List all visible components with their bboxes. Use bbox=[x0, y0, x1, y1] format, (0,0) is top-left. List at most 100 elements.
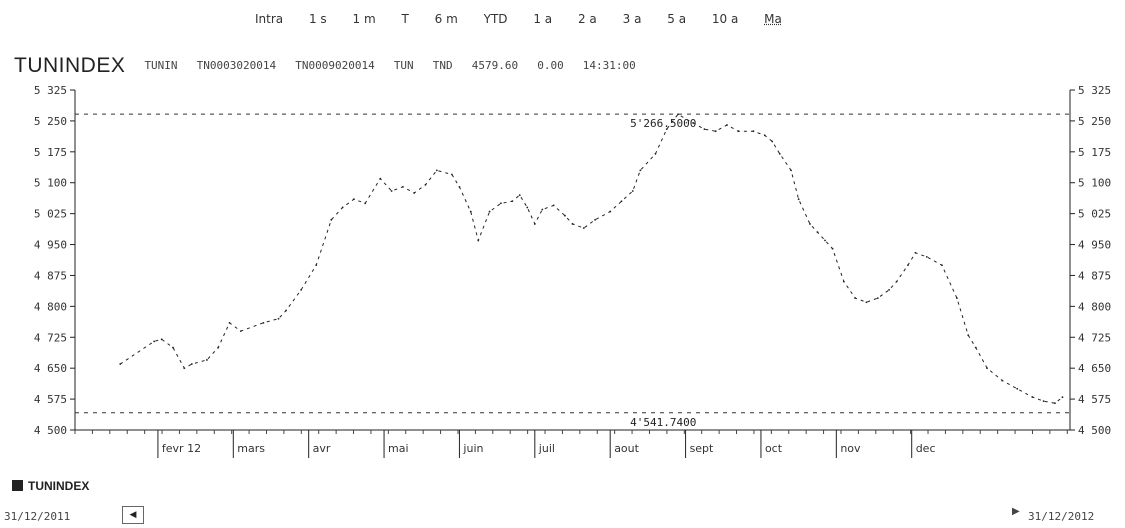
data-point bbox=[609, 210, 612, 213]
range-10a[interactable]: 10 a bbox=[711, 12, 739, 26]
month-label: fevr 12 bbox=[162, 442, 201, 455]
data-point bbox=[541, 208, 544, 211]
month-label: sept bbox=[690, 442, 714, 455]
data-point bbox=[499, 202, 502, 205]
data-point bbox=[771, 140, 774, 143]
reference-label: 5'266.5000 bbox=[630, 117, 696, 130]
y-tick-label-left: 5 100 bbox=[34, 177, 67, 190]
index-time: 14:31:00 bbox=[582, 59, 636, 72]
range-5a[interactable]: 5 a bbox=[667, 12, 687, 26]
range-1s[interactable]: 1 s bbox=[308, 12, 327, 26]
data-point bbox=[925, 256, 928, 258]
y-tick-label-right: 4 875 bbox=[1078, 269, 1111, 282]
caret-left-icon[interactable]: ◀ bbox=[122, 506, 144, 524]
data-point bbox=[183, 367, 186, 370]
nav-start-date: 31/12/2011 bbox=[4, 510, 71, 523]
data-point bbox=[752, 130, 755, 133]
data-point bbox=[526, 206, 529, 209]
y-tick-label-left: 4 950 bbox=[34, 239, 67, 252]
data-point bbox=[907, 264, 909, 267]
data-point bbox=[809, 223, 811, 225]
range-intra[interactable]: Intra bbox=[255, 12, 284, 26]
data-point bbox=[956, 297, 958, 300]
data-point bbox=[206, 359, 208, 361]
caret-right-icon[interactable]: ▶ bbox=[1012, 506, 1020, 517]
data-point bbox=[239, 330, 242, 332]
y-tick-label-left: 4 725 bbox=[34, 331, 67, 344]
data-point bbox=[217, 346, 220, 349]
data-point bbox=[895, 280, 898, 283]
y-tick-label-right: 4 800 bbox=[1078, 300, 1111, 313]
range-ma[interactable]: Ma bbox=[764, 12, 782, 26]
y-tick-label-right: 5 175 bbox=[1078, 146, 1111, 159]
data-point bbox=[842, 280, 845, 283]
data-point bbox=[654, 152, 657, 155]
data-point bbox=[797, 198, 800, 201]
data-point bbox=[778, 152, 781, 155]
data-point bbox=[677, 113, 679, 116]
data-point bbox=[533, 223, 536, 225]
data-point bbox=[450, 173, 453, 176]
index-change: 0.00 bbox=[537, 59, 564, 72]
y-tick-label-right: 4 650 bbox=[1078, 362, 1111, 375]
data-point bbox=[703, 128, 706, 131]
data-point bbox=[865, 301, 868, 304]
range-6m[interactable]: 6 m bbox=[434, 12, 458, 26]
nav-end-date: 31/12/2012 bbox=[1028, 510, 1095, 523]
month-label: mars bbox=[237, 442, 265, 455]
data-point bbox=[511, 200, 514, 203]
data-point bbox=[469, 210, 472, 213]
data-point bbox=[763, 134, 766, 137]
range-1a[interactable]: 1 a bbox=[533, 12, 553, 26]
month-label: juin bbox=[462, 442, 483, 455]
range-selector: Intra 1 s 1 m T 6 m YTD 1 a 2 a 3 a 5 a … bbox=[255, 12, 804, 26]
data-point bbox=[435, 169, 438, 172]
data-point bbox=[262, 321, 265, 324]
data-point bbox=[967, 334, 970, 337]
data-point bbox=[571, 223, 574, 225]
y-tick-label-left: 5 025 bbox=[34, 208, 67, 221]
data-point bbox=[854, 297, 857, 300]
data-point bbox=[974, 346, 977, 349]
range-1m[interactable]: 1 m bbox=[352, 12, 376, 26]
data-point bbox=[353, 198, 355, 201]
month-label: avr bbox=[313, 442, 331, 455]
range-ytd[interactable]: YTD bbox=[483, 12, 508, 26]
title-bar: TUNINDEX TUNIN TN0003020014 TN0009020014… bbox=[14, 54, 636, 80]
y-tick-label-left: 5 175 bbox=[34, 146, 67, 159]
index-isin-2: TN0009020014 bbox=[295, 59, 375, 72]
data-point bbox=[986, 367, 988, 370]
y-tick-label-left: 4 875 bbox=[34, 269, 67, 282]
data-point bbox=[477, 239, 480, 242]
legend-swatch bbox=[12, 480, 23, 491]
data-point bbox=[341, 206, 344, 209]
y-tick-label-left: 4 650 bbox=[34, 362, 67, 375]
y-tick-label-right: 5 100 bbox=[1078, 177, 1111, 190]
data-point bbox=[190, 363, 193, 365]
y-tick-label-left: 4 575 bbox=[34, 393, 67, 406]
reference-label: 4'541.7400 bbox=[630, 416, 696, 429]
data-point bbox=[330, 218, 333, 221]
y-tick-label-left: 4 500 bbox=[34, 424, 67, 437]
y-tick-label-right: 4 500 bbox=[1078, 424, 1111, 437]
data-point bbox=[1054, 402, 1056, 405]
y-tick-label-right: 4 950 bbox=[1078, 239, 1111, 252]
data-point bbox=[831, 247, 834, 250]
y-tick-label-right: 4 725 bbox=[1078, 331, 1111, 344]
data-point bbox=[594, 218, 597, 221]
data-point bbox=[518, 194, 521, 196]
data-point bbox=[488, 210, 491, 213]
range-2a[interactable]: 2 a bbox=[577, 12, 597, 26]
index-last: 4579.60 bbox=[471, 59, 519, 72]
data-point bbox=[737, 130, 740, 133]
data-point bbox=[364, 202, 367, 205]
range-3a[interactable]: 3 a bbox=[622, 12, 642, 26]
range-t[interactable]: T bbox=[401, 12, 409, 26]
data-point bbox=[379, 177, 382, 180]
data-point bbox=[714, 130, 717, 133]
chart: 4 500 4 500 4 575 4 575 4 650 4 650 4 725 4 725… bbox=[34, 85, 1111, 458]
y-tick-label-right: 5 325 bbox=[1078, 85, 1111, 97]
data-point bbox=[816, 231, 819, 234]
data-point bbox=[1031, 396, 1034, 398]
y-tick-label-left: 4 800 bbox=[34, 300, 67, 313]
